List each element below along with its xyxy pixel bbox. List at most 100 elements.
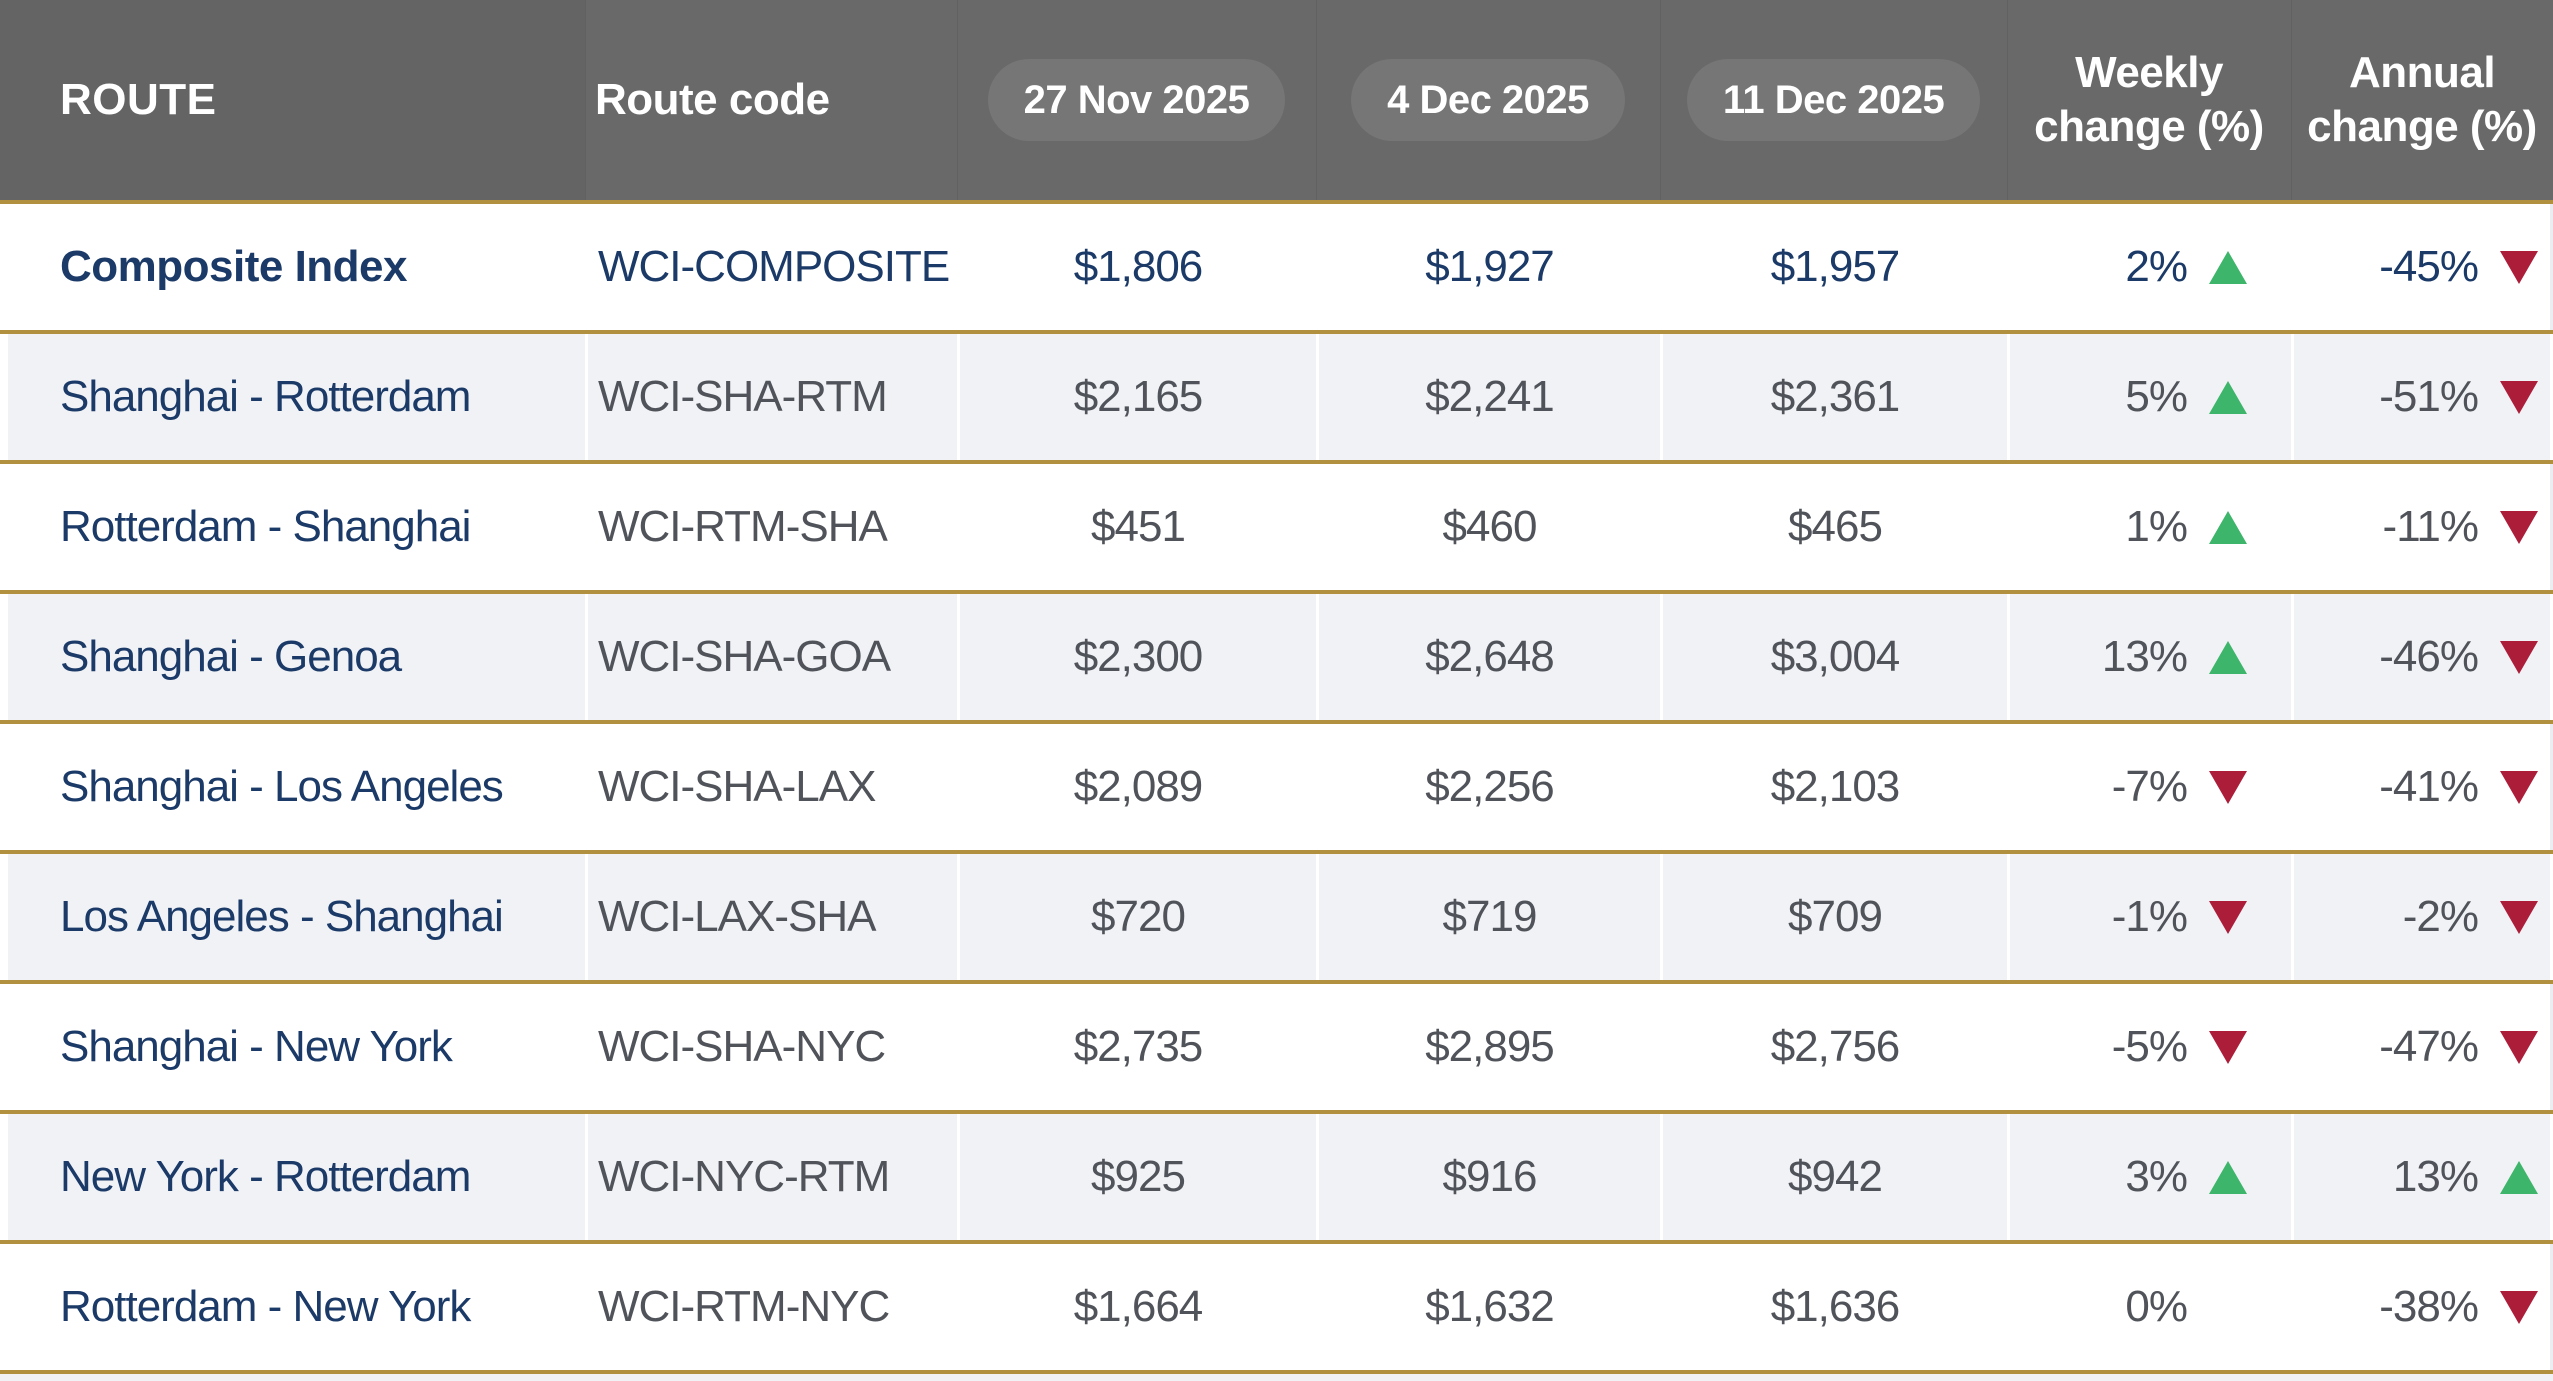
route-cell: New York - Rotterdam xyxy=(0,1114,585,1240)
price-cell-date-2: $2,895 xyxy=(1425,1022,1555,1071)
price-cell-date-2: $2,241 xyxy=(1316,334,1660,460)
up-triangle-icon xyxy=(2209,640,2247,674)
annual-change-value: -51% xyxy=(2379,372,2479,421)
annual-change-cell: -46% xyxy=(2291,594,2553,720)
price-cell-date-3: $3,004 xyxy=(1660,594,2007,720)
column-header-weekly-change: Weekly change (%) xyxy=(2007,0,2291,200)
table-row: Shanghai - Los Angeles WCI-SHA-LAX $2,08… xyxy=(0,720,2553,850)
price-cell-date-1: $451 xyxy=(1091,502,1186,551)
route-header-label: ROUTE xyxy=(60,75,217,124)
annual-change-value: -45% xyxy=(2379,242,2479,291)
weekly-change-value: -5% xyxy=(2111,1022,2188,1071)
annual-change-cell: -2% xyxy=(2291,854,2553,980)
annual-change-cell: -51% xyxy=(2291,334,2553,460)
up-triangle-icon xyxy=(2500,1160,2538,1194)
weekly-change-value: 13% xyxy=(2101,632,2188,681)
price-cell-date-1: $2,165 xyxy=(957,334,1316,460)
route-code-cell: WCI-SHA-GOA xyxy=(585,594,957,720)
table-row: Shanghai - New York WCI-SHA-NYC $2,735 $… xyxy=(0,980,2553,1110)
down-triangle-icon xyxy=(2500,770,2538,804)
annual-change-value: -2% xyxy=(2402,892,2479,941)
price-cell-date-1: $2,735 xyxy=(1073,1022,1204,1071)
annual-change-value: -47% xyxy=(2379,1022,2479,1071)
down-triangle-icon xyxy=(2500,1030,2538,1064)
weekly-change-value: -7% xyxy=(2111,762,2188,811)
price-cell-date-2: $1,927 xyxy=(1425,242,1555,291)
route-code-cell: WCI-LAX-SHA xyxy=(585,854,957,980)
route-cell: Composite Index xyxy=(60,242,408,291)
down-triangle-icon xyxy=(2209,1030,2247,1064)
route-code-cell: WCI-NYC-RTM xyxy=(585,1114,957,1240)
price-cell-date-3: $2,103 xyxy=(1770,762,1901,811)
down-triangle-icon xyxy=(2209,900,2247,934)
weekly-change-value: 2% xyxy=(2125,242,2188,291)
date-pill: 27 Nov 2025 xyxy=(987,59,1286,141)
column-header-route-code: Route code xyxy=(585,0,957,200)
next-row-sliver xyxy=(0,1370,2553,1381)
route-cell: Shanghai - New York xyxy=(60,1022,453,1071)
weekly-change-cell: 0% xyxy=(2007,1244,2291,1370)
annual-change-header-label: Annual change (%) xyxy=(2307,48,2537,151)
weekly-change-value: 5% xyxy=(2125,372,2188,421)
down-triangle-icon xyxy=(2500,640,2538,674)
weekly-change-value: -1% xyxy=(2111,892,2188,941)
annual-change-value: -11% xyxy=(2382,502,2479,551)
route-cell: Los Angeles - Shanghai xyxy=(0,854,585,980)
table-row: Rotterdam - Shanghai WCI-RTM-SHA $451 $4… xyxy=(0,460,2553,590)
annual-change-cell: -38% xyxy=(2291,1244,2553,1370)
route-code-cell: WCI-COMPOSITE xyxy=(598,242,950,291)
table-row: Los Angeles - Shanghai WCI-LAX-SHA $720 … xyxy=(0,850,2553,980)
route-code-cell: WCI-RTM-SHA xyxy=(598,502,888,551)
route-cell: Shanghai - Los Angeles xyxy=(60,762,504,811)
column-header-date-3: 11 Dec 2025 xyxy=(1660,0,2007,200)
table-row: Composite Index WCI-COMPOSITE $1,806 $1,… xyxy=(0,200,2553,330)
table-row: New York - Rotterdam WCI-NYC-RTM $925 $9… xyxy=(0,1110,2553,1240)
price-cell-date-3: $709 xyxy=(1660,854,2007,980)
price-cell-date-2: $2,648 xyxy=(1316,594,1660,720)
column-header-annual-change: Annual change (%) xyxy=(2291,0,2553,200)
weekly-change-value: 3% xyxy=(2125,1152,2188,1201)
price-cell-date-1: $720 xyxy=(957,854,1316,980)
annual-change-cell: -11% xyxy=(2291,464,2553,590)
table-row: Rotterdam - New York WCI-RTM-NYC $1,664 … xyxy=(0,1240,2553,1370)
column-header-route: ROUTE xyxy=(0,0,585,200)
weekly-change-cell: 2% xyxy=(2007,204,2291,330)
route-cell: Rotterdam - New York xyxy=(60,1282,471,1331)
annual-change-value: 13% xyxy=(2392,1152,2479,1201)
price-cell-date-2: $719 xyxy=(1316,854,1660,980)
route-cell: Shanghai - Genoa xyxy=(0,594,585,720)
route-code-cell: WCI-SHA-NYC xyxy=(598,1022,886,1071)
annual-change-value: -46% xyxy=(2379,632,2479,681)
price-cell-date-3: $465 xyxy=(1788,502,1883,551)
weekly-change-value: 0% xyxy=(2125,1282,2188,1331)
price-cell-date-3: $2,756 xyxy=(1770,1022,1901,1071)
weekly-change-value: 1% xyxy=(2125,502,2188,551)
table-body: Composite Index WCI-COMPOSITE $1,806 $1,… xyxy=(0,200,2553,1370)
date-pill: 11 Dec 2025 xyxy=(1686,59,1981,141)
route-code-cell: WCI-SHA-LAX xyxy=(598,762,876,811)
price-cell-date-2: $2,256 xyxy=(1425,762,1555,811)
down-triangle-icon xyxy=(2209,770,2247,804)
column-header-date-1: 27 Nov 2025 xyxy=(957,0,1316,200)
date-pill: 4 Dec 2025 xyxy=(1351,59,1625,141)
annual-change-cell: -41% xyxy=(2291,724,2553,850)
route-code-header-label: Route code xyxy=(595,75,830,124)
annual-change-value: -41% xyxy=(2379,762,2479,811)
price-cell-date-1: $2,300 xyxy=(957,594,1316,720)
down-triangle-icon xyxy=(2500,900,2538,934)
up-triangle-icon xyxy=(2209,1160,2247,1194)
route-code-cell: WCI-RTM-NYC xyxy=(598,1282,890,1331)
route-cell: Rotterdam - Shanghai xyxy=(60,502,471,551)
down-triangle-icon xyxy=(2500,1290,2538,1324)
weekly-change-cell: 5% xyxy=(2007,334,2291,460)
down-triangle-icon xyxy=(2500,510,2538,544)
price-cell-date-2: $460 xyxy=(1442,502,1538,551)
weekly-change-cell: 13% xyxy=(2007,594,2291,720)
no-change-spacer xyxy=(2209,1291,2247,1324)
route-code-cell: WCI-SHA-RTM xyxy=(585,334,957,460)
price-cell-date-3: $2,361 xyxy=(1660,334,2007,460)
annual-change-value: -38% xyxy=(2379,1282,2479,1331)
weekly-change-cell: -7% xyxy=(2007,724,2291,850)
route-cell: Shanghai - Rotterdam xyxy=(0,334,585,460)
